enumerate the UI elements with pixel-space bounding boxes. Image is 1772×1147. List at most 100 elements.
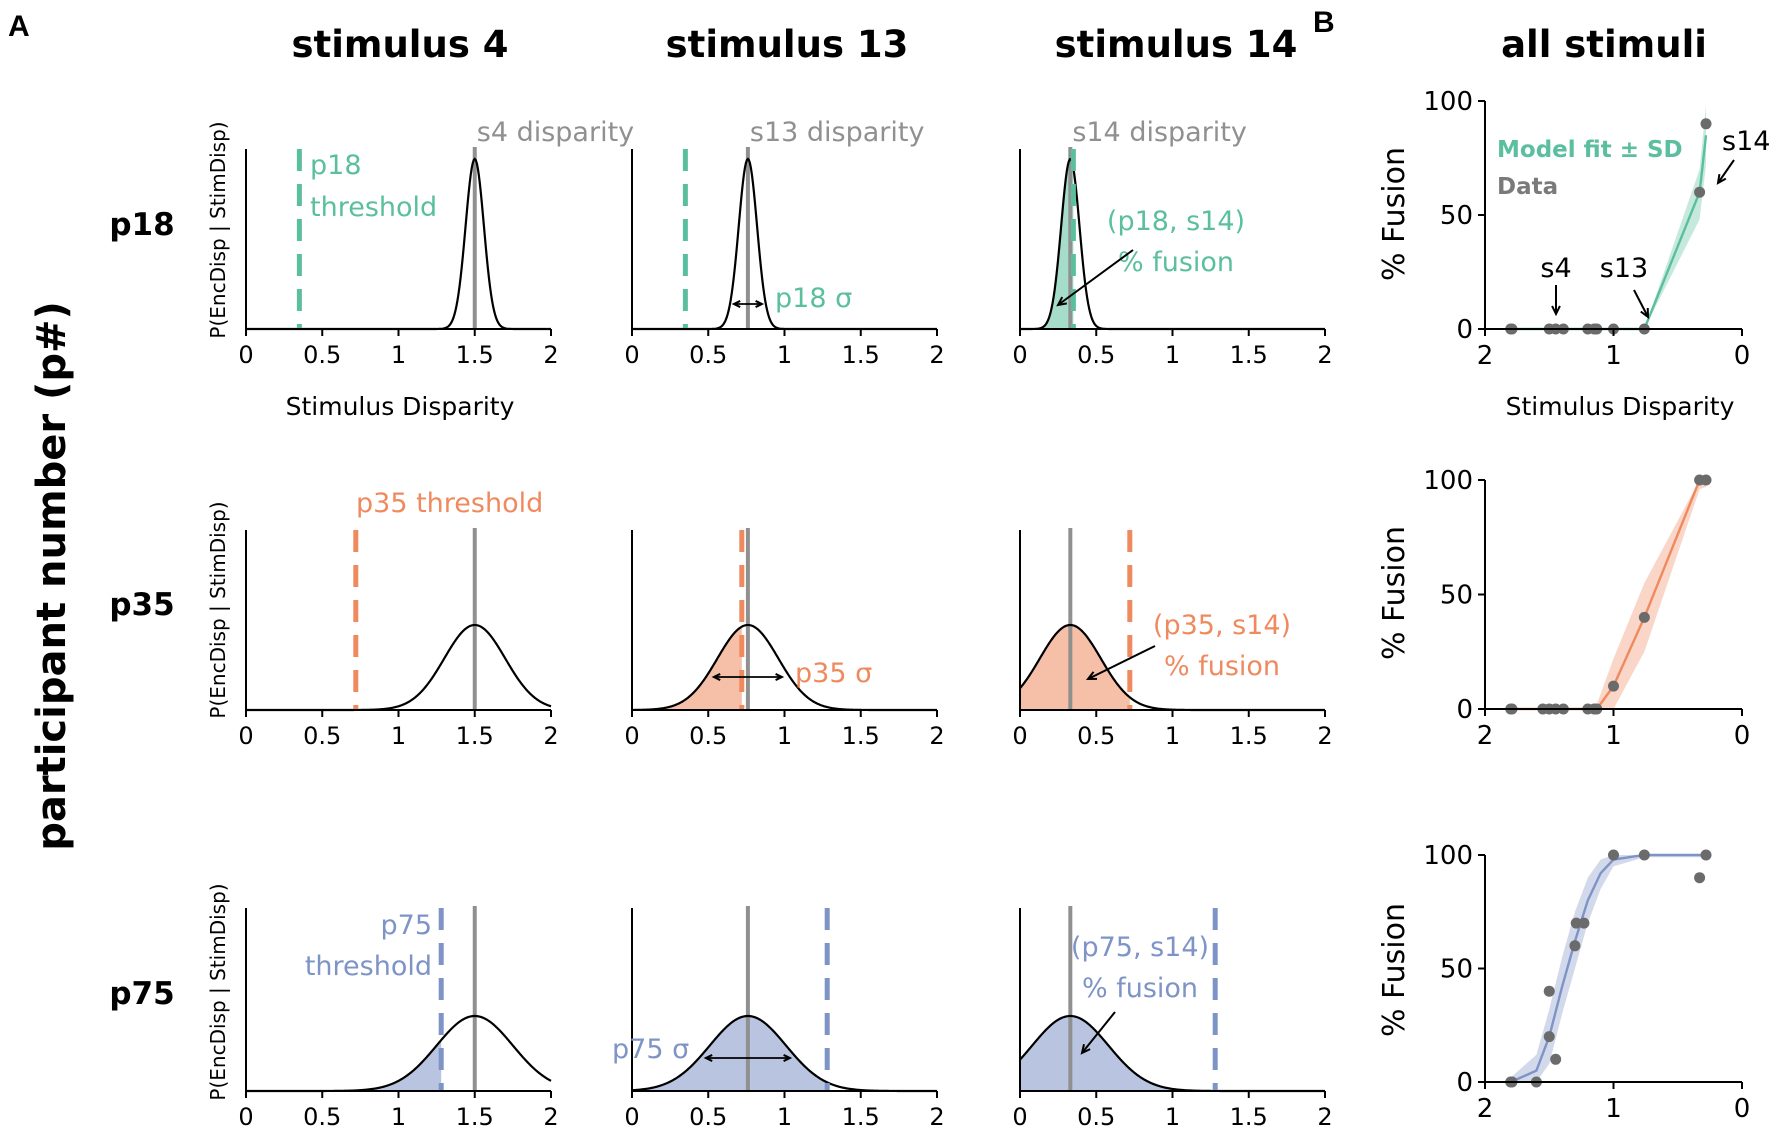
legend-model-fit: Model fit ± SD xyxy=(1497,137,1683,163)
fusion-chart-p18-data-point xyxy=(1694,186,1706,198)
pdf-p35-s13-x-tick-label: 0 xyxy=(624,722,639,750)
pdf-p18-s14-fusion-arrow-head xyxy=(1056,296,1068,307)
pdf-p75-s13-x-tick-label: 0 xyxy=(624,1103,639,1131)
fusion-chart-p75-data-point xyxy=(1543,1031,1555,1043)
fusion-chart-p18-x-tick-label: 1 xyxy=(1605,341,1622,371)
fusion-chart-p18-annotation-s13-arrow-shaft xyxy=(1633,289,1649,318)
row-label-p18: p18 xyxy=(109,207,174,243)
pdf-plot-p75-s13: 0 0.5 1 1.5 2 p75 σ xyxy=(612,906,945,1131)
panel-b-letter: B xyxy=(1313,6,1335,39)
pdf-p75-s13-fusion-area xyxy=(632,1016,828,1091)
column-title-all-stimuli: all stimuli xyxy=(1501,23,1707,66)
column-title-stimulus-14: stimulus 14 xyxy=(1055,23,1298,66)
pdf-p35-s14-x-tick-label: 2 xyxy=(1317,722,1332,750)
pdf-p75-s14-x-tick-label: 2 xyxy=(1317,1103,1332,1131)
row-label-p35: p35 xyxy=(109,587,174,623)
pdf-ylabel-row-1: P(EncDisp | StimDisp) xyxy=(206,121,230,338)
pdf-p75-s14-fusion-arrow-shaft xyxy=(1081,1011,1116,1054)
fusion-chart-p75-x-tick-label: 0 xyxy=(1734,1094,1751,1124)
pdf-p18-s4-threshold-label-line-2: threshold xyxy=(310,192,437,223)
pdf-p35-s13-gaussian-curve xyxy=(631,623,937,712)
fusion-chart-p18: 0 50 100 2 1 0 s4 s13 s14 xyxy=(1423,87,1770,371)
pdf-p18-s4-disparity-label: s4 disparity xyxy=(477,117,634,148)
pdf-p75-s4-x-tick-label: 2 xyxy=(543,1103,558,1131)
fusion-chart-p18-annotation-s13: s13 xyxy=(1600,253,1648,284)
pdf-p75-s4-gaussian-curve xyxy=(246,1014,552,1093)
pdf-p75-s4-x-tick-label: 1.5 xyxy=(456,1103,494,1131)
fusion-chart-p75-data-point xyxy=(1570,917,1582,929)
pdf-plot-p35-s4: 0 0.5 1 1.5 2 p35 threshold xyxy=(238,488,558,750)
pdf-p75-s14-x-tick-label: 1 xyxy=(1165,1103,1180,1131)
pdf-p75-s14-x-tick-label: 1.5 xyxy=(1230,1103,1268,1131)
pdf-p35-s14-fusion-arrow-head xyxy=(1085,671,1098,681)
pdf-p18-s4-threshold-label-line-1: p18 xyxy=(310,150,362,181)
pdf-p75-s14-fusion-label-line-1: (p75, s14) xyxy=(1071,932,1209,963)
pdf-p75-s13-x-tick-label: 1 xyxy=(777,1103,792,1131)
pdf-p18-s4-x-tick-label: 2 xyxy=(543,341,558,369)
pdf-p75-s13-sigma-label: p75 σ xyxy=(612,1034,689,1065)
fusion-chart-p75-x-tick-label: 2 xyxy=(1477,1094,1494,1124)
pdf-p75-s13-x-tick-label: 2 xyxy=(929,1103,944,1131)
pdf-p18-s14-x-tick-label: 1.5 xyxy=(1230,341,1268,369)
fusion-chart-p35: 0 50 100 2 1 0 xyxy=(1423,466,1750,751)
fusion-chart-p18-data-point xyxy=(1700,118,1712,130)
fusion-chart-p35-y-tick-label: 0 xyxy=(1456,695,1473,725)
pdf-p75-s13-sigma-arrowhead-right xyxy=(783,1054,793,1062)
pdf-p75-s4-x-tick-label: 1 xyxy=(391,1103,406,1131)
fusion-chart-p18-annotation-s14: s14 xyxy=(1722,126,1770,157)
pdf-p18-s4-x-tick-label: 0.5 xyxy=(303,341,341,369)
fusion-chart-p75-data-point xyxy=(1700,849,1712,861)
pdf-p18-s4-gaussian-curve xyxy=(246,157,551,331)
fusion-chart-p35-y-tick-label: 100 xyxy=(1423,466,1473,496)
fusion-chart-p75-data-point xyxy=(1608,849,1619,861)
panel-a-letter: A xyxy=(8,10,30,43)
pdf-plot-p35-s13: 0 0.5 1 1.5 2 p35 σ xyxy=(624,528,945,750)
pdf-p35-s13-x-tick-label: 2 xyxy=(929,722,944,750)
fusion-chart-p35-y-tick-label: 50 xyxy=(1440,581,1473,611)
pdf-p75-s14-x-tick-label: 0.5 xyxy=(1077,1103,1115,1131)
pdf-p35-s14-x-tick-label: 0.5 xyxy=(1077,722,1115,750)
fusion-chart-p18-y-tick-label: 0 xyxy=(1456,315,1473,345)
pdf-p35-s14-fusion-label-line-2: % fusion xyxy=(1164,651,1280,682)
pdf-p75-s13-x-tick-label: 0.5 xyxy=(689,1103,727,1131)
fusion-chart-p18-x-tick-label: 2 xyxy=(1477,341,1494,371)
pdf-p18-s14-x-tick-label: 0 xyxy=(1012,341,1027,369)
pdf-p35-s4-x-tick-label: 1 xyxy=(391,722,406,750)
pdf-p18-s14-x-tick-label: 2 xyxy=(1317,341,1332,369)
pdf-p35-s4-x-tick-label: 0 xyxy=(238,722,253,750)
pdf-p18-s14-fusion-label-line-2: % fusion xyxy=(1118,247,1234,278)
pdf-p35-s14-x-tick-label: 1 xyxy=(1165,722,1180,750)
fusion-chart-p18-annotation-s4-arrow-head xyxy=(1551,305,1561,317)
pdf-plot-p18-s14: 0 0.5 1 1.5 2 s14 disparity (p18, s14) % fusion xyxy=(1012,117,1332,369)
fusion-chart-p75-y-tick-label: 0 xyxy=(1456,1068,1473,1098)
pdf-ylabel-row-2: P(EncDisp | StimDisp) xyxy=(206,501,230,718)
column-title-stimulus-4: stimulus 4 xyxy=(292,23,509,66)
fusion-chart-p75-data-point xyxy=(1550,1053,1562,1065)
pdf-plot-p18-s4: 0 0.5 1 1.5 2 s4 disparity p18 threshold xyxy=(238,117,634,369)
pdf-p35-s4-gaussian-curve xyxy=(246,623,552,712)
fusion-chart-p75-sd-band xyxy=(1510,855,1707,1082)
fusion-chart-p75-data-point xyxy=(1638,849,1650,861)
fusion-chart-p75-data-point xyxy=(1569,940,1581,952)
pdf-p35-s14-x-tick-label: 1.5 xyxy=(1230,722,1268,750)
fusion-chart-p75-x-tick-label: 1 xyxy=(1605,1094,1622,1124)
pdf-plot-p75-s4: 0 0.5 1 1.5 2 p75 threshold xyxy=(238,906,559,1131)
pdf-p75-s13-x-tick-label: 1.5 xyxy=(842,1103,880,1131)
pdf-p75-s4-x-tick-label: 0 xyxy=(238,1103,253,1131)
pdf-p18-s4-x-tick-label: 0 xyxy=(238,341,253,369)
fusion-chart-p18-x-tick-label: 0 xyxy=(1734,341,1751,371)
fusion-chart-p35-data-point xyxy=(1700,474,1712,486)
pdf-p18-s14-fusion-arrow-shaft xyxy=(1057,249,1134,306)
fusion-chart-p18-y-tick-label: 50 xyxy=(1440,201,1473,231)
pdf-p18-s13-disparity-label: s13 disparity xyxy=(750,117,925,148)
pdf-p35-s13-x-tick-label: 1 xyxy=(777,722,792,750)
fusion-xlabel: Stimulus Disparity xyxy=(1506,392,1735,421)
pdf-p75-s4-threshold-label-line-1: p75 xyxy=(381,910,433,941)
fusion-ylabel-p18: % Fusion xyxy=(1377,147,1412,281)
pdf-xlabel: Stimulus Disparity xyxy=(286,392,515,421)
fusion-chart-p35-data-point xyxy=(1608,680,1619,692)
pdf-p35-s4-threshold-label-line-1: p35 threshold xyxy=(356,488,543,519)
pdf-p35-s4-x-tick-label: 0.5 xyxy=(303,722,341,750)
fusion-chart-p35-data-point xyxy=(1638,611,1650,623)
